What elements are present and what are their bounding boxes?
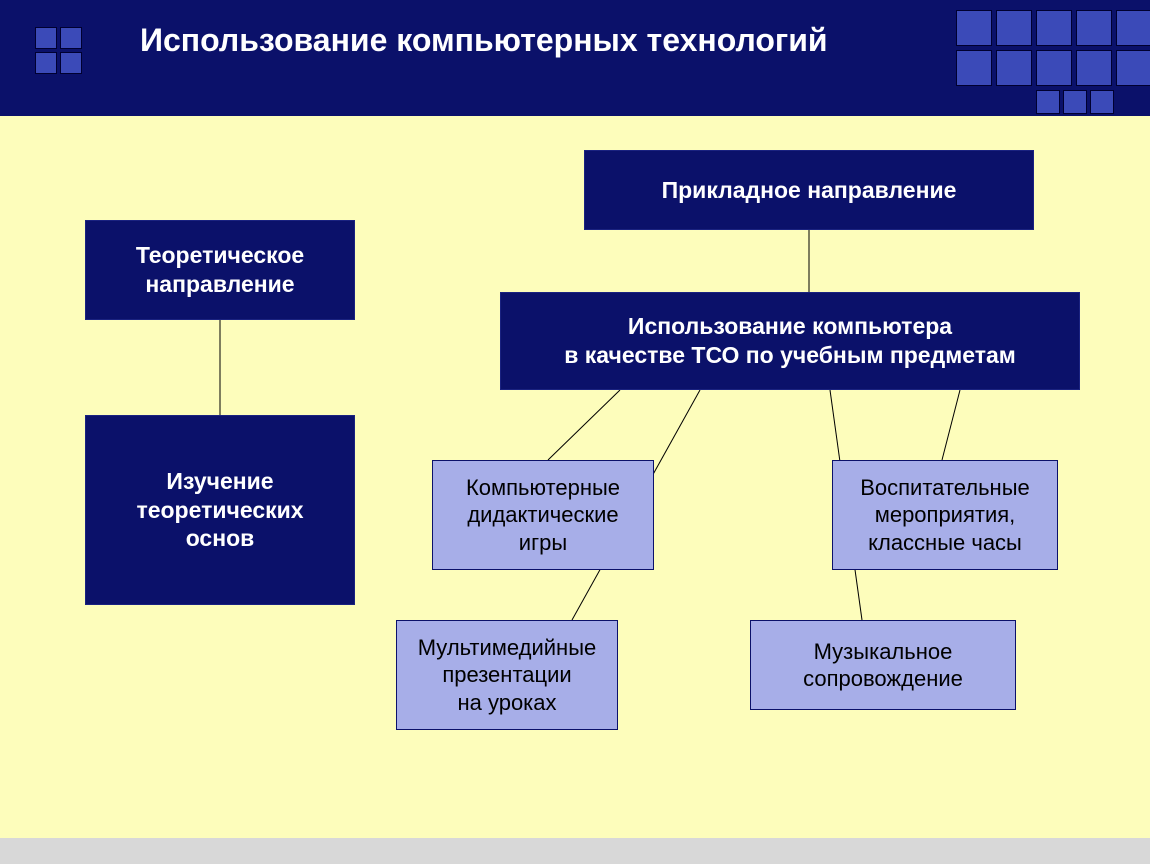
node-theory: Теоретическое направление [85, 220, 355, 320]
node-music: Музыкальное сопровождение [750, 620, 1016, 710]
header-deco-cell [35, 52, 57, 74]
header-deco-cell [1090, 90, 1114, 114]
header-deco-grid-2 [1036, 90, 1114, 114]
header-deco-cell [1076, 10, 1112, 46]
header-deco-cell [956, 50, 992, 86]
node-mmedia: Мультимедийные презентации на уроках [396, 620, 618, 730]
header-deco-cell [1076, 50, 1112, 86]
slide-footer [0, 838, 1150, 864]
header-deco-grid-1 [956, 10, 1150, 86]
node-applied: Прикладное направление [584, 150, 1034, 230]
slide: Использование компьютерных технологий Те… [0, 0, 1150, 864]
slide-title: Использование компьютерных технологий [140, 22, 828, 59]
node-tso: Использование компьютера в качестве ТСО … [500, 292, 1080, 390]
header-deco-cell [996, 50, 1032, 86]
header-deco-cell [1036, 10, 1072, 46]
node-edu: Воспитательные мероприятия, классные час… [832, 460, 1058, 570]
header-deco-cell [956, 10, 992, 46]
node-theory2: Изучение теоретических основ [85, 415, 355, 605]
header-deco-cell [35, 27, 57, 49]
header-deco-grid-0 [35, 27, 82, 74]
header-deco-cell [1116, 50, 1150, 86]
header-deco-cell [1036, 90, 1060, 114]
header-deco-cell [1116, 10, 1150, 46]
header-deco-cell [996, 10, 1032, 46]
header-deco-cell [60, 27, 82, 49]
header-deco-cell [60, 52, 82, 74]
header-deco-cell [1063, 90, 1087, 114]
node-games: Компьютерные дидактические игры [432, 460, 654, 570]
header-deco-cell [1036, 50, 1072, 86]
